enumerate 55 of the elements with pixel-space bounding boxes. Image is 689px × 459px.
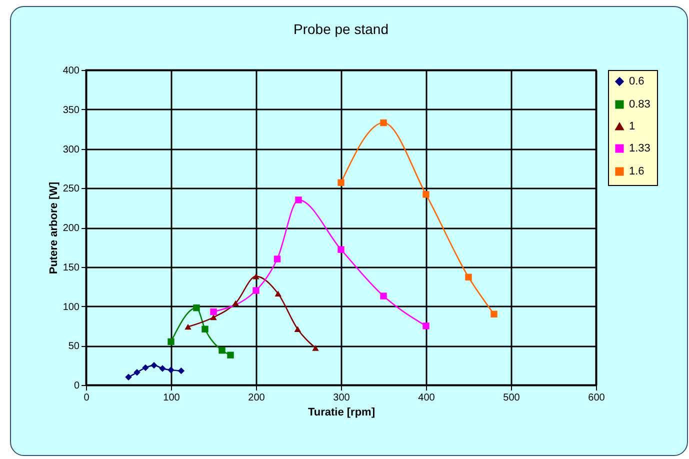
point xyxy=(232,300,239,306)
x-tick-label: 500 xyxy=(503,392,520,404)
point xyxy=(338,179,344,186)
y-tick-label: 350 xyxy=(62,104,80,116)
y-tick-label: 150 xyxy=(62,262,80,274)
point xyxy=(202,326,208,332)
point xyxy=(380,119,387,126)
chart-title: Probe pe stand xyxy=(294,21,388,37)
point xyxy=(168,366,174,374)
x-tick-label: 400 xyxy=(418,392,436,404)
point xyxy=(178,367,185,374)
legend-label: 1.6 xyxy=(629,166,644,178)
point xyxy=(210,314,217,320)
point xyxy=(142,364,149,372)
x-tick-label: 200 xyxy=(248,392,266,404)
point xyxy=(274,256,281,262)
point xyxy=(168,338,174,346)
point xyxy=(422,322,430,330)
point xyxy=(312,345,319,351)
point xyxy=(252,287,260,294)
point xyxy=(159,365,166,372)
point xyxy=(422,191,430,198)
y-axis-title: Putere arbore [W] xyxy=(48,182,60,274)
x-tick-label: 600 xyxy=(588,392,606,404)
point xyxy=(465,274,472,280)
y-tick-label: 250 xyxy=(62,184,80,195)
point xyxy=(294,326,302,332)
point xyxy=(490,310,498,318)
y-tick-label: 50 xyxy=(68,341,80,352)
legend-label: 1.33 xyxy=(629,142,650,154)
point xyxy=(274,290,282,297)
y-tick-label: 400 xyxy=(62,66,80,76)
y-tick-label: 100 xyxy=(62,302,80,313)
point xyxy=(380,292,387,300)
x-tick-label: 100 xyxy=(163,392,180,404)
x-tick-label: 0 xyxy=(84,392,90,404)
y-tick-label: 300 xyxy=(62,144,80,156)
point xyxy=(125,374,132,380)
y-tick-label: 200 xyxy=(62,223,80,234)
legend-label: 1 xyxy=(629,120,636,132)
point xyxy=(252,273,260,280)
point xyxy=(134,369,140,376)
point xyxy=(184,324,192,330)
x-axis-title: Turatie [rpm] xyxy=(308,406,376,418)
x-tick-label: 300 xyxy=(333,392,350,404)
point xyxy=(210,308,217,316)
point xyxy=(338,246,344,253)
point xyxy=(218,346,226,354)
point xyxy=(227,352,234,358)
point xyxy=(295,196,302,204)
point xyxy=(150,362,158,369)
point xyxy=(193,304,200,312)
legend-label: 0.83 xyxy=(629,98,650,110)
legend-label: 0.6 xyxy=(629,76,644,88)
y-tick-label: 0 xyxy=(74,380,80,392)
